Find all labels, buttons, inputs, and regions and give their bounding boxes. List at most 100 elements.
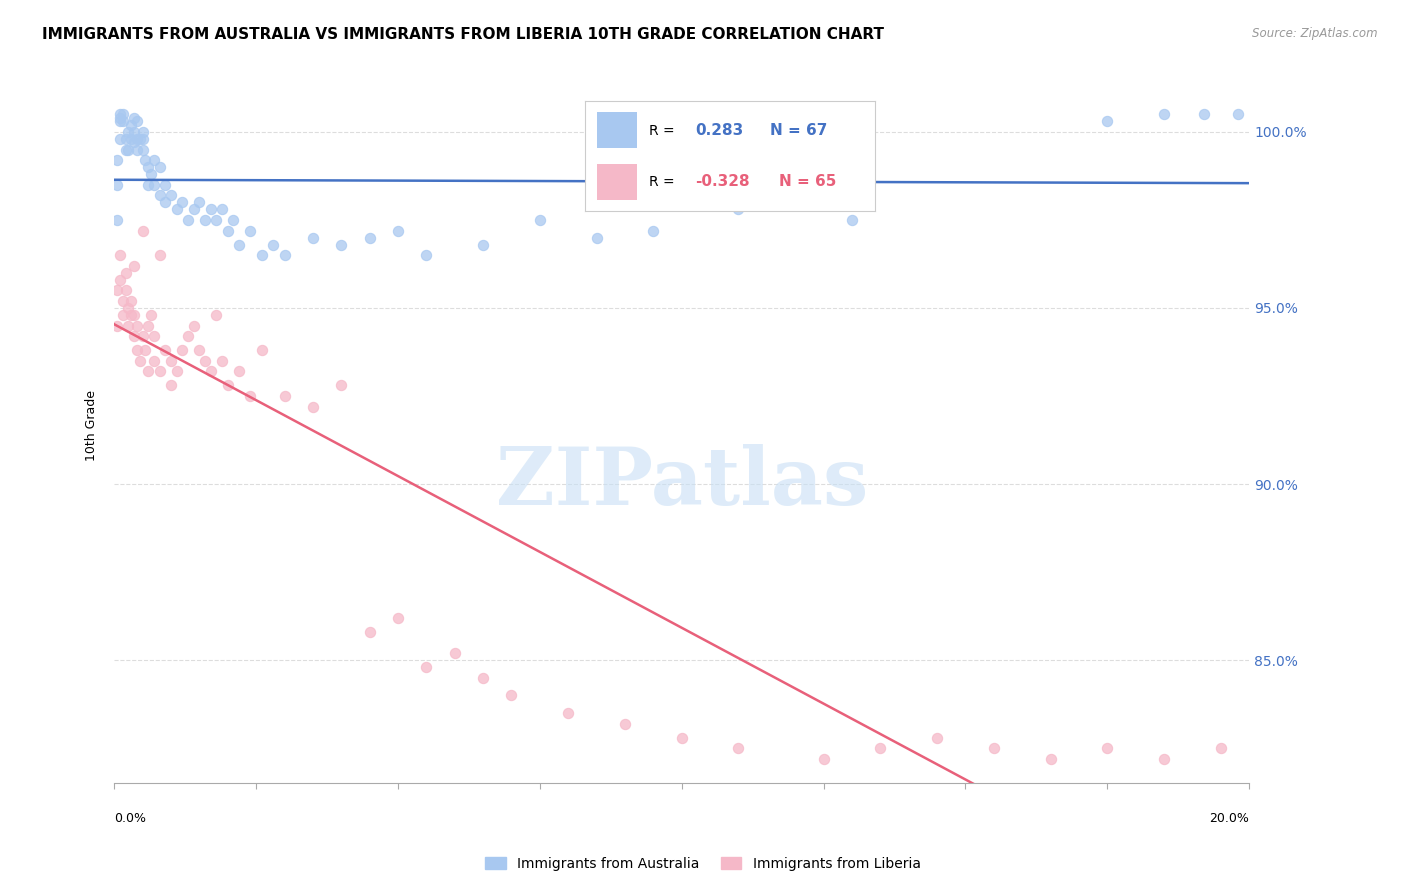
Point xyxy=(117,301,139,315)
Point xyxy=(1153,107,1175,121)
Point xyxy=(108,114,131,128)
Point xyxy=(869,741,891,756)
Point xyxy=(239,223,262,237)
Point xyxy=(841,213,863,227)
Point xyxy=(131,329,153,343)
Point xyxy=(143,153,166,167)
Point xyxy=(205,213,228,227)
Point xyxy=(120,132,142,146)
Point xyxy=(194,354,217,368)
Point xyxy=(114,132,136,146)
Point xyxy=(1209,741,1232,756)
Point xyxy=(228,237,250,252)
Point xyxy=(117,143,139,157)
Point xyxy=(211,354,233,368)
Point xyxy=(111,308,134,322)
Point xyxy=(262,237,284,252)
Point xyxy=(105,284,128,298)
Point xyxy=(122,308,145,322)
Point xyxy=(1192,107,1215,121)
Point xyxy=(557,706,579,720)
Point xyxy=(149,188,172,202)
Point xyxy=(143,329,166,343)
Y-axis label: 10th Grade: 10th Grade xyxy=(86,391,98,461)
Point xyxy=(217,378,239,392)
Point xyxy=(166,364,188,378)
Point xyxy=(114,284,136,298)
Point xyxy=(529,213,551,227)
Point xyxy=(122,329,145,343)
Point xyxy=(141,308,163,322)
Point xyxy=(330,378,353,392)
Point xyxy=(614,716,637,731)
Point xyxy=(330,237,353,252)
Point xyxy=(105,213,128,227)
Point xyxy=(166,202,188,217)
Point xyxy=(131,125,153,139)
Point xyxy=(172,195,194,210)
Point xyxy=(111,107,134,121)
Point xyxy=(302,230,325,244)
Point xyxy=(217,223,239,237)
Point xyxy=(108,248,131,262)
Point xyxy=(172,343,194,358)
Point xyxy=(122,125,145,139)
Point xyxy=(222,213,245,227)
Point xyxy=(105,178,128,192)
Point xyxy=(155,195,177,210)
Point xyxy=(205,308,228,322)
Point xyxy=(131,223,153,237)
Point xyxy=(114,266,136,280)
Legend: Immigrants from Australia, Immigrants from Liberia: Immigrants from Australia, Immigrants fr… xyxy=(479,851,927,876)
Point xyxy=(273,389,295,403)
Point xyxy=(472,237,495,252)
Point xyxy=(359,230,381,244)
Point xyxy=(160,354,183,368)
Point xyxy=(125,132,148,146)
Point xyxy=(108,111,131,125)
Point xyxy=(134,343,156,358)
Point xyxy=(120,118,142,132)
Point xyxy=(1039,752,1062,766)
Point xyxy=(105,153,128,167)
Point xyxy=(108,107,131,121)
Point xyxy=(472,671,495,685)
Point xyxy=(228,364,250,378)
Point xyxy=(125,343,148,358)
Point xyxy=(250,248,273,262)
Point xyxy=(302,400,325,414)
Point xyxy=(122,259,145,273)
Point xyxy=(188,343,211,358)
Point xyxy=(120,308,142,322)
Point xyxy=(1097,741,1119,756)
Point xyxy=(136,364,159,378)
Point xyxy=(727,202,749,217)
Point xyxy=(211,202,233,217)
Point xyxy=(155,343,177,358)
Point xyxy=(122,136,145,150)
Text: Source: ZipAtlas.com: Source: ZipAtlas.com xyxy=(1253,27,1378,40)
Point xyxy=(643,223,665,237)
Point xyxy=(160,378,183,392)
Point xyxy=(136,178,159,192)
Point xyxy=(250,343,273,358)
Point xyxy=(131,143,153,157)
Point xyxy=(194,213,217,227)
Point xyxy=(1226,107,1249,121)
Point xyxy=(925,731,948,745)
Point xyxy=(813,752,835,766)
Point xyxy=(671,731,693,745)
Point xyxy=(141,167,163,181)
Point xyxy=(415,248,437,262)
Point xyxy=(183,202,205,217)
Point xyxy=(501,689,523,703)
Point xyxy=(131,132,153,146)
Point xyxy=(359,625,381,640)
Point xyxy=(177,329,200,343)
Point xyxy=(149,248,172,262)
Point xyxy=(134,153,156,167)
Point xyxy=(415,660,437,674)
Point xyxy=(128,354,150,368)
Point xyxy=(273,248,295,262)
Point xyxy=(117,125,139,139)
